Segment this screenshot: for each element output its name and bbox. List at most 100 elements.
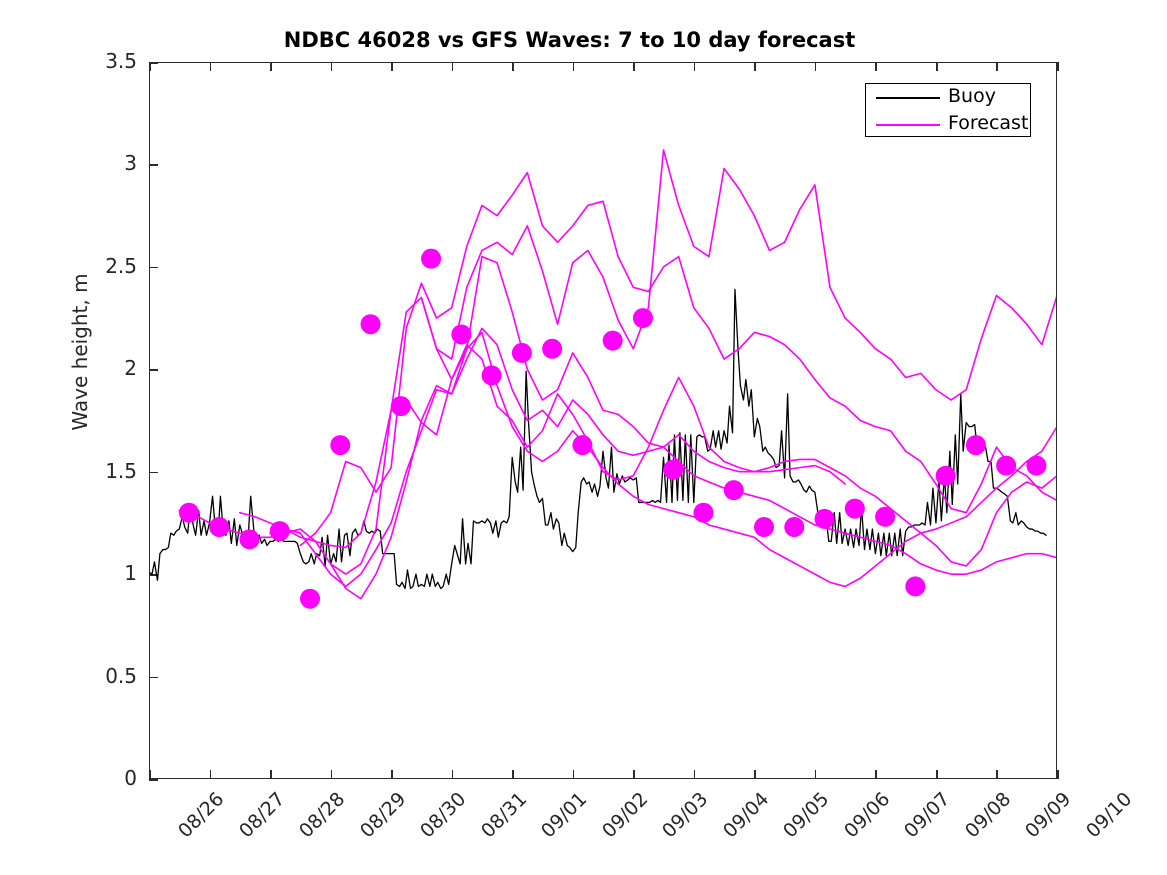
series-line	[178, 255, 1057, 600]
legend-item-forecast: Forecast	[866, 111, 1032, 138]
x-tick-mark	[451, 770, 454, 779]
x-tick-mark	[935, 62, 938, 71]
legend-item-buoy: Buoy	[866, 84, 1032, 111]
series-line	[239, 343, 846, 549]
forecast-marker	[754, 517, 775, 538]
y-tick-mark	[149, 779, 158, 781]
y-tick-mark	[149, 369, 158, 371]
legend-swatch-forecast	[876, 124, 940, 126]
y-tick-label: 0.5	[105, 663, 137, 688]
forecast-marker	[239, 529, 260, 550]
x-tick-mark	[875, 62, 877, 71]
forecast-marker	[875, 506, 896, 527]
forecast-marker	[905, 576, 926, 597]
forecast-marker	[330, 435, 351, 456]
forecast-marker	[269, 521, 290, 542]
y-tick-mark	[149, 676, 158, 679]
y-tick-mark	[149, 266, 158, 269]
forecast-marker	[1026, 455, 1047, 476]
x-tick-mark	[1057, 62, 1059, 71]
x-tick-mark	[512, 770, 514, 779]
x-tick-label: 09/07	[900, 788, 955, 843]
x-tick-mark	[935, 770, 938, 779]
x-tick-mark	[512, 62, 514, 71]
forecast-marker	[814, 508, 835, 529]
x-tick-label: 08/30	[416, 788, 471, 843]
plot-canvas	[149, 149, 1057, 609]
x-tick-mark	[330, 62, 333, 71]
x-tick-mark	[572, 62, 575, 71]
x-tick-mark	[209, 770, 212, 779]
series-line	[420, 296, 1057, 588]
y-tick-mark	[149, 574, 158, 576]
x-tick-label: 09/01	[537, 788, 592, 843]
x-tick-mark	[572, 770, 575, 779]
x-tick-mark	[633, 62, 635, 71]
x-tick-mark	[814, 62, 817, 71]
forecast-marker	[844, 498, 865, 519]
series-line	[299, 171, 1057, 547]
series-line	[329, 149, 1057, 575]
forecast-marker	[511, 342, 532, 363]
x-tick-mark	[270, 770, 272, 779]
forecast-marker	[300, 588, 321, 609]
forecast-marker	[693, 502, 714, 523]
forecast-marker	[542, 338, 563, 359]
x-tick-label: 09/05	[779, 788, 834, 843]
forecast-marker	[996, 455, 1017, 476]
y-tick-label: 2.5	[105, 253, 137, 278]
legend: Buoy Forecast	[865, 83, 1031, 137]
x-tick-label: 09/06	[839, 788, 895, 843]
forecast-marker	[784, 517, 805, 538]
forecast-marker	[663, 459, 684, 480]
forecast-marker	[602, 330, 623, 351]
x-tick-mark	[391, 62, 393, 71]
y-tick-label: 1.5	[105, 458, 137, 483]
x-tick-label: 09/10	[1082, 788, 1137, 843]
y-tick-label: 2	[124, 356, 137, 381]
x-tick-mark	[270, 62, 272, 71]
x-tick-mark	[754, 62, 756, 71]
y-tick-mark	[149, 164, 158, 167]
x-tick-mark	[451, 62, 454, 71]
forecast-marker	[178, 502, 199, 523]
plot-frame	[149, 62, 1057, 779]
y-tick-label: 0	[124, 766, 137, 790]
forecast-marker	[572, 435, 593, 456]
x-tick-label: 09/03	[658, 788, 713, 843]
forecast-marker	[451, 324, 472, 345]
x-tick-mark	[693, 770, 696, 779]
legend-swatch-buoy	[876, 97, 940, 99]
x-tick-mark	[1057, 770, 1059, 779]
y-tick-mark	[149, 471, 158, 474]
x-tick-label: 09/09	[1021, 788, 1076, 843]
x-tick-label: 08/28	[295, 788, 350, 843]
forecast-marker	[965, 435, 986, 456]
y-tick-label: 3	[124, 151, 137, 176]
x-tick-mark	[330, 770, 333, 779]
forecast-marker	[723, 480, 744, 501]
x-tick-mark	[633, 770, 635, 779]
y-tick-label: 3.5	[105, 49, 137, 73]
x-tick-label: 08/31	[476, 788, 531, 843]
x-tick-mark	[996, 62, 999, 71]
forecast-marker	[421, 248, 442, 269]
forecast-marker	[209, 517, 230, 538]
x-tick-label: 08/26	[174, 788, 229, 843]
forecast-marker	[481, 365, 502, 386]
legend-label-buoy: Buoy	[948, 85, 996, 107]
x-tick-mark	[693, 62, 696, 71]
y-tick-label: 1	[124, 561, 137, 586]
forecast-marker	[935, 465, 956, 486]
x-tick-label: 09/04	[718, 788, 774, 843]
x-tick-mark	[391, 770, 393, 779]
legend-label-forecast: Forecast	[948, 112, 1029, 134]
page-title: NDBC 46028 vs GFS Waves: 7 to 10 day for…	[283, 28, 856, 52]
forecast-marker	[360, 314, 381, 335]
x-tick-mark	[996, 770, 999, 779]
x-tick-mark	[875, 770, 877, 779]
series-line	[269, 327, 1057, 588]
x-tick-mark	[754, 770, 756, 779]
x-tick-label: 09/02	[597, 788, 653, 843]
